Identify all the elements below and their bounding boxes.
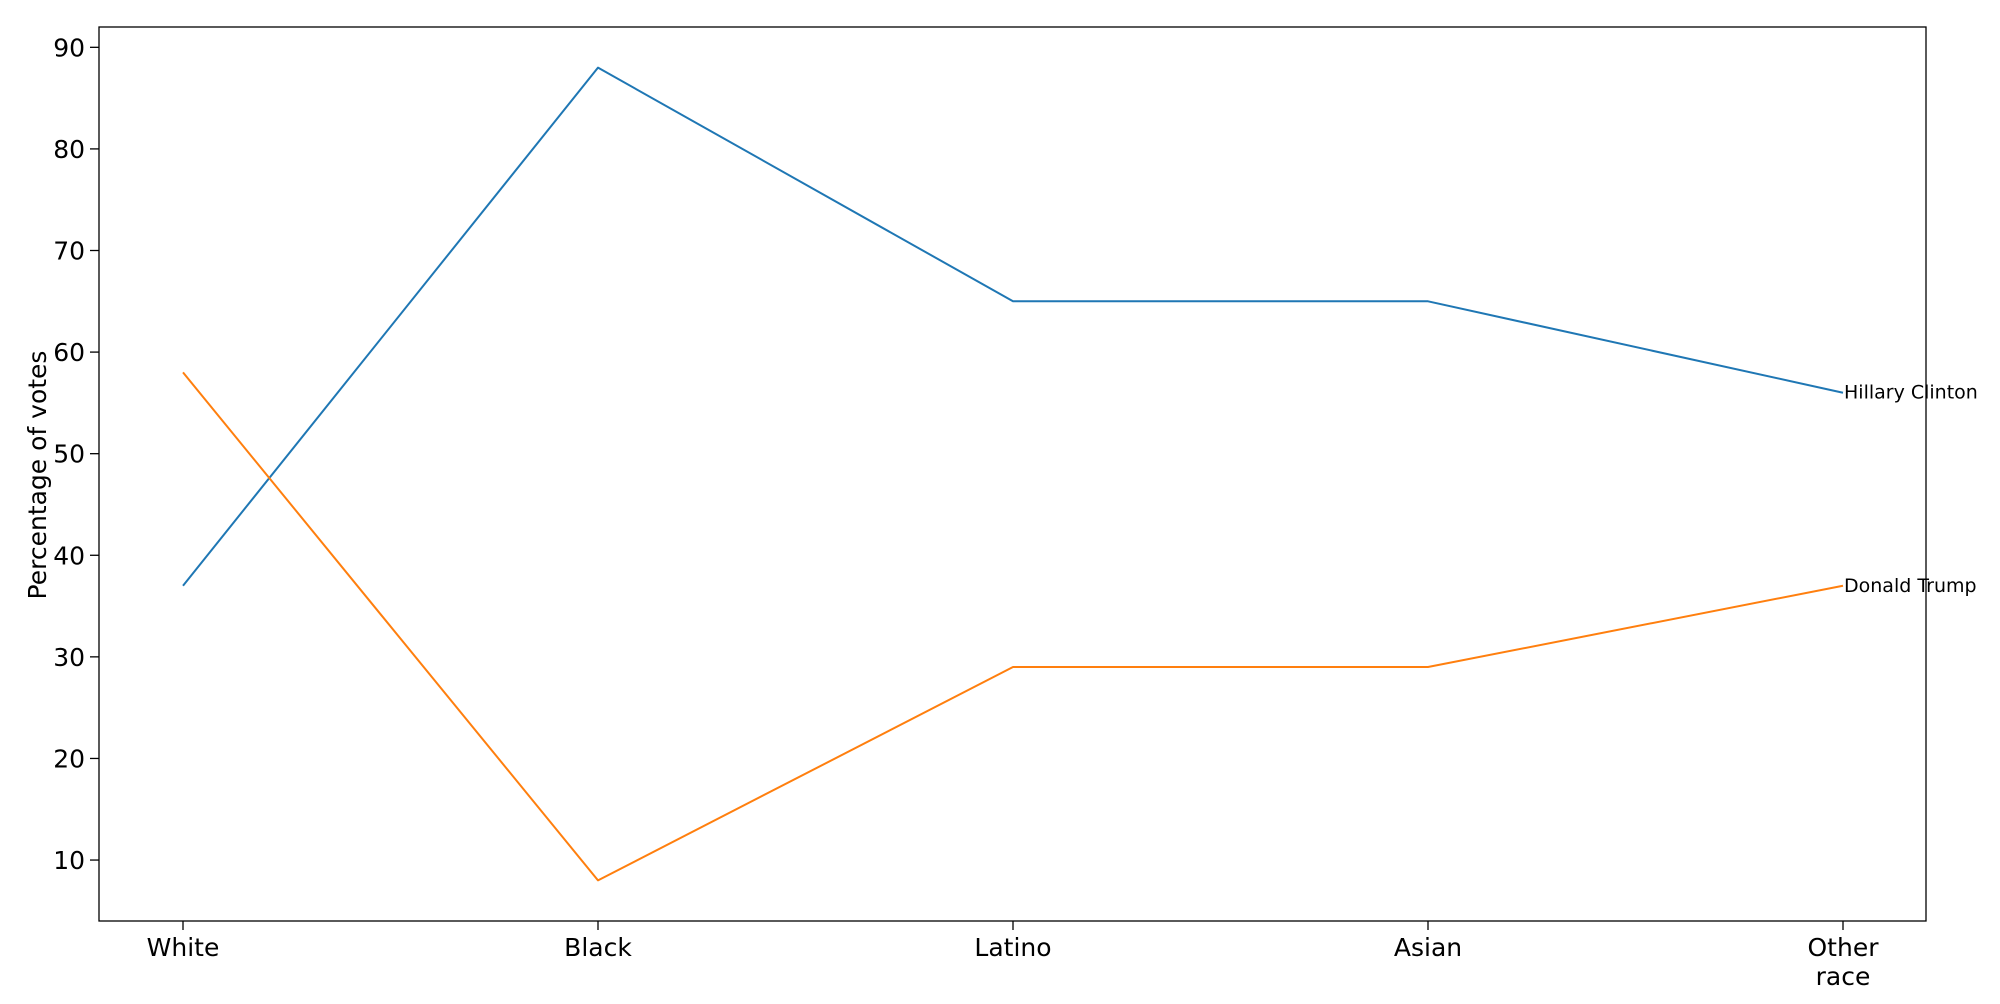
x-tick-label: White [147, 933, 220, 962]
series-line-donald-trump [182, 371, 1844, 882]
series-label-donald-trump: Donald Trump [1844, 575, 1977, 597]
y-tick-label: 90 [53, 33, 85, 62]
y-tick-label: 20 [53, 744, 85, 773]
plot-area [98, 26, 1927, 922]
y-tick-label: 40 [53, 541, 85, 570]
y-tick-label: 80 [53, 135, 85, 164]
series-layer [182, 66, 1844, 882]
series-label-layer: Hillary Clinton Donald Trump [1844, 382, 1978, 597]
y-axis-title: Percentage of votes [23, 351, 52, 600]
y-tick-label: 30 [53, 643, 85, 672]
series-label-hillary-clinton: Hillary Clinton [1844, 382, 1978, 404]
series-line-hillary-clinton [182, 66, 1844, 587]
y-tick-label: 50 [53, 440, 85, 469]
y-tick-label: 10 [53, 846, 85, 875]
x-tick-label: Latino [974, 933, 1051, 962]
y-tick-label: 70 [53, 237, 85, 266]
x-tick-label: Asian [1394, 933, 1462, 962]
x-tick-label: race [1816, 962, 1871, 991]
y-tick-label: 60 [53, 338, 85, 367]
plot-frame [98, 26, 1927, 922]
x-tick-label: Other [1808, 933, 1880, 962]
x-tick-label: Black [564, 933, 632, 962]
y-axis: 10 20 30 40 50 60 70 80 90 [53, 33, 99, 875]
